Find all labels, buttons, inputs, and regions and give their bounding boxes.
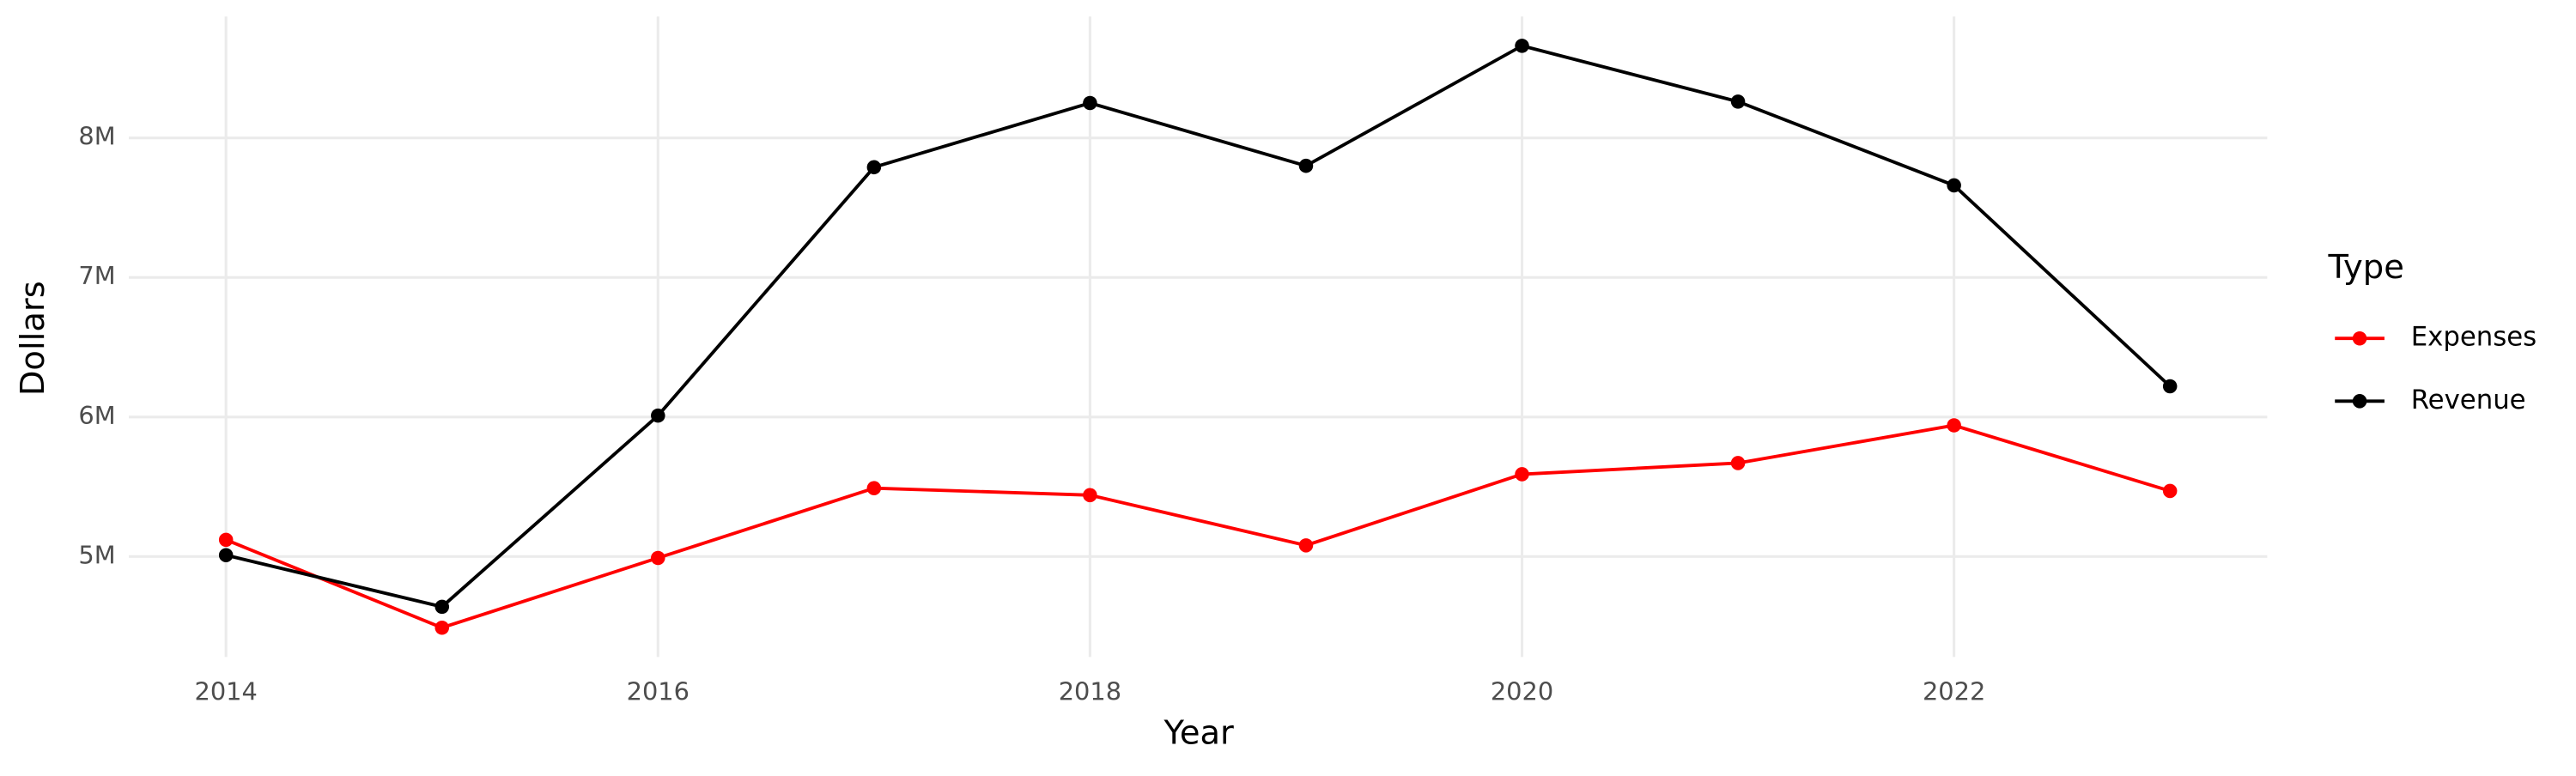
data-point [866, 160, 882, 175]
plot-area [218, 39, 2178, 635]
x-tick-label: 2018 [1059, 677, 1121, 706]
y-tick-label: 5M [78, 540, 115, 569]
legend-key-point [2352, 394, 2367, 409]
y-tick-label: 8M [78, 122, 115, 151]
data-point [1083, 95, 1097, 111]
y-axis-title: Dollars [14, 281, 52, 396]
data-point [866, 481, 882, 495]
series-line [225, 423, 2171, 630]
legend-label: Expenses [2411, 322, 2537, 353]
x-tick-label: 2014 [195, 677, 258, 706]
y-tick-label: 7M [78, 261, 115, 290]
x-tick-label: 2022 [1923, 677, 1985, 706]
data-point [1515, 467, 1529, 482]
data-point [1298, 158, 1314, 173]
data-point [651, 408, 665, 423]
y-tick-label: 6M [78, 401, 115, 430]
data-point [434, 599, 450, 615]
legend-title: Type [2328, 248, 2404, 287]
x-tick-label: 2020 [1491, 677, 1553, 706]
data-point [1730, 94, 1746, 109]
x-tick-label: 2016 [627, 677, 690, 706]
legend-key-point [2352, 330, 2367, 346]
legend-label: Revenue [2411, 385, 2526, 415]
data-point [2162, 379, 2178, 394]
data-point [1947, 418, 1961, 433]
data-point [218, 532, 234, 548]
data-point [218, 548, 234, 562]
series-line [225, 44, 2172, 609]
data-point [2162, 483, 2178, 499]
data-point [1083, 488, 1097, 503]
data-point [1947, 178, 1961, 193]
legend: Type Expenses Revenue [2328, 248, 2537, 415]
x-axis-title: Year [1163, 713, 1234, 752]
data-point [1730, 456, 1746, 470]
data-point [1515, 39, 1529, 53]
data-point [434, 620, 450, 635]
data-point [1298, 538, 1314, 553]
data-point [651, 550, 665, 566]
grid [129, 16, 2268, 658]
